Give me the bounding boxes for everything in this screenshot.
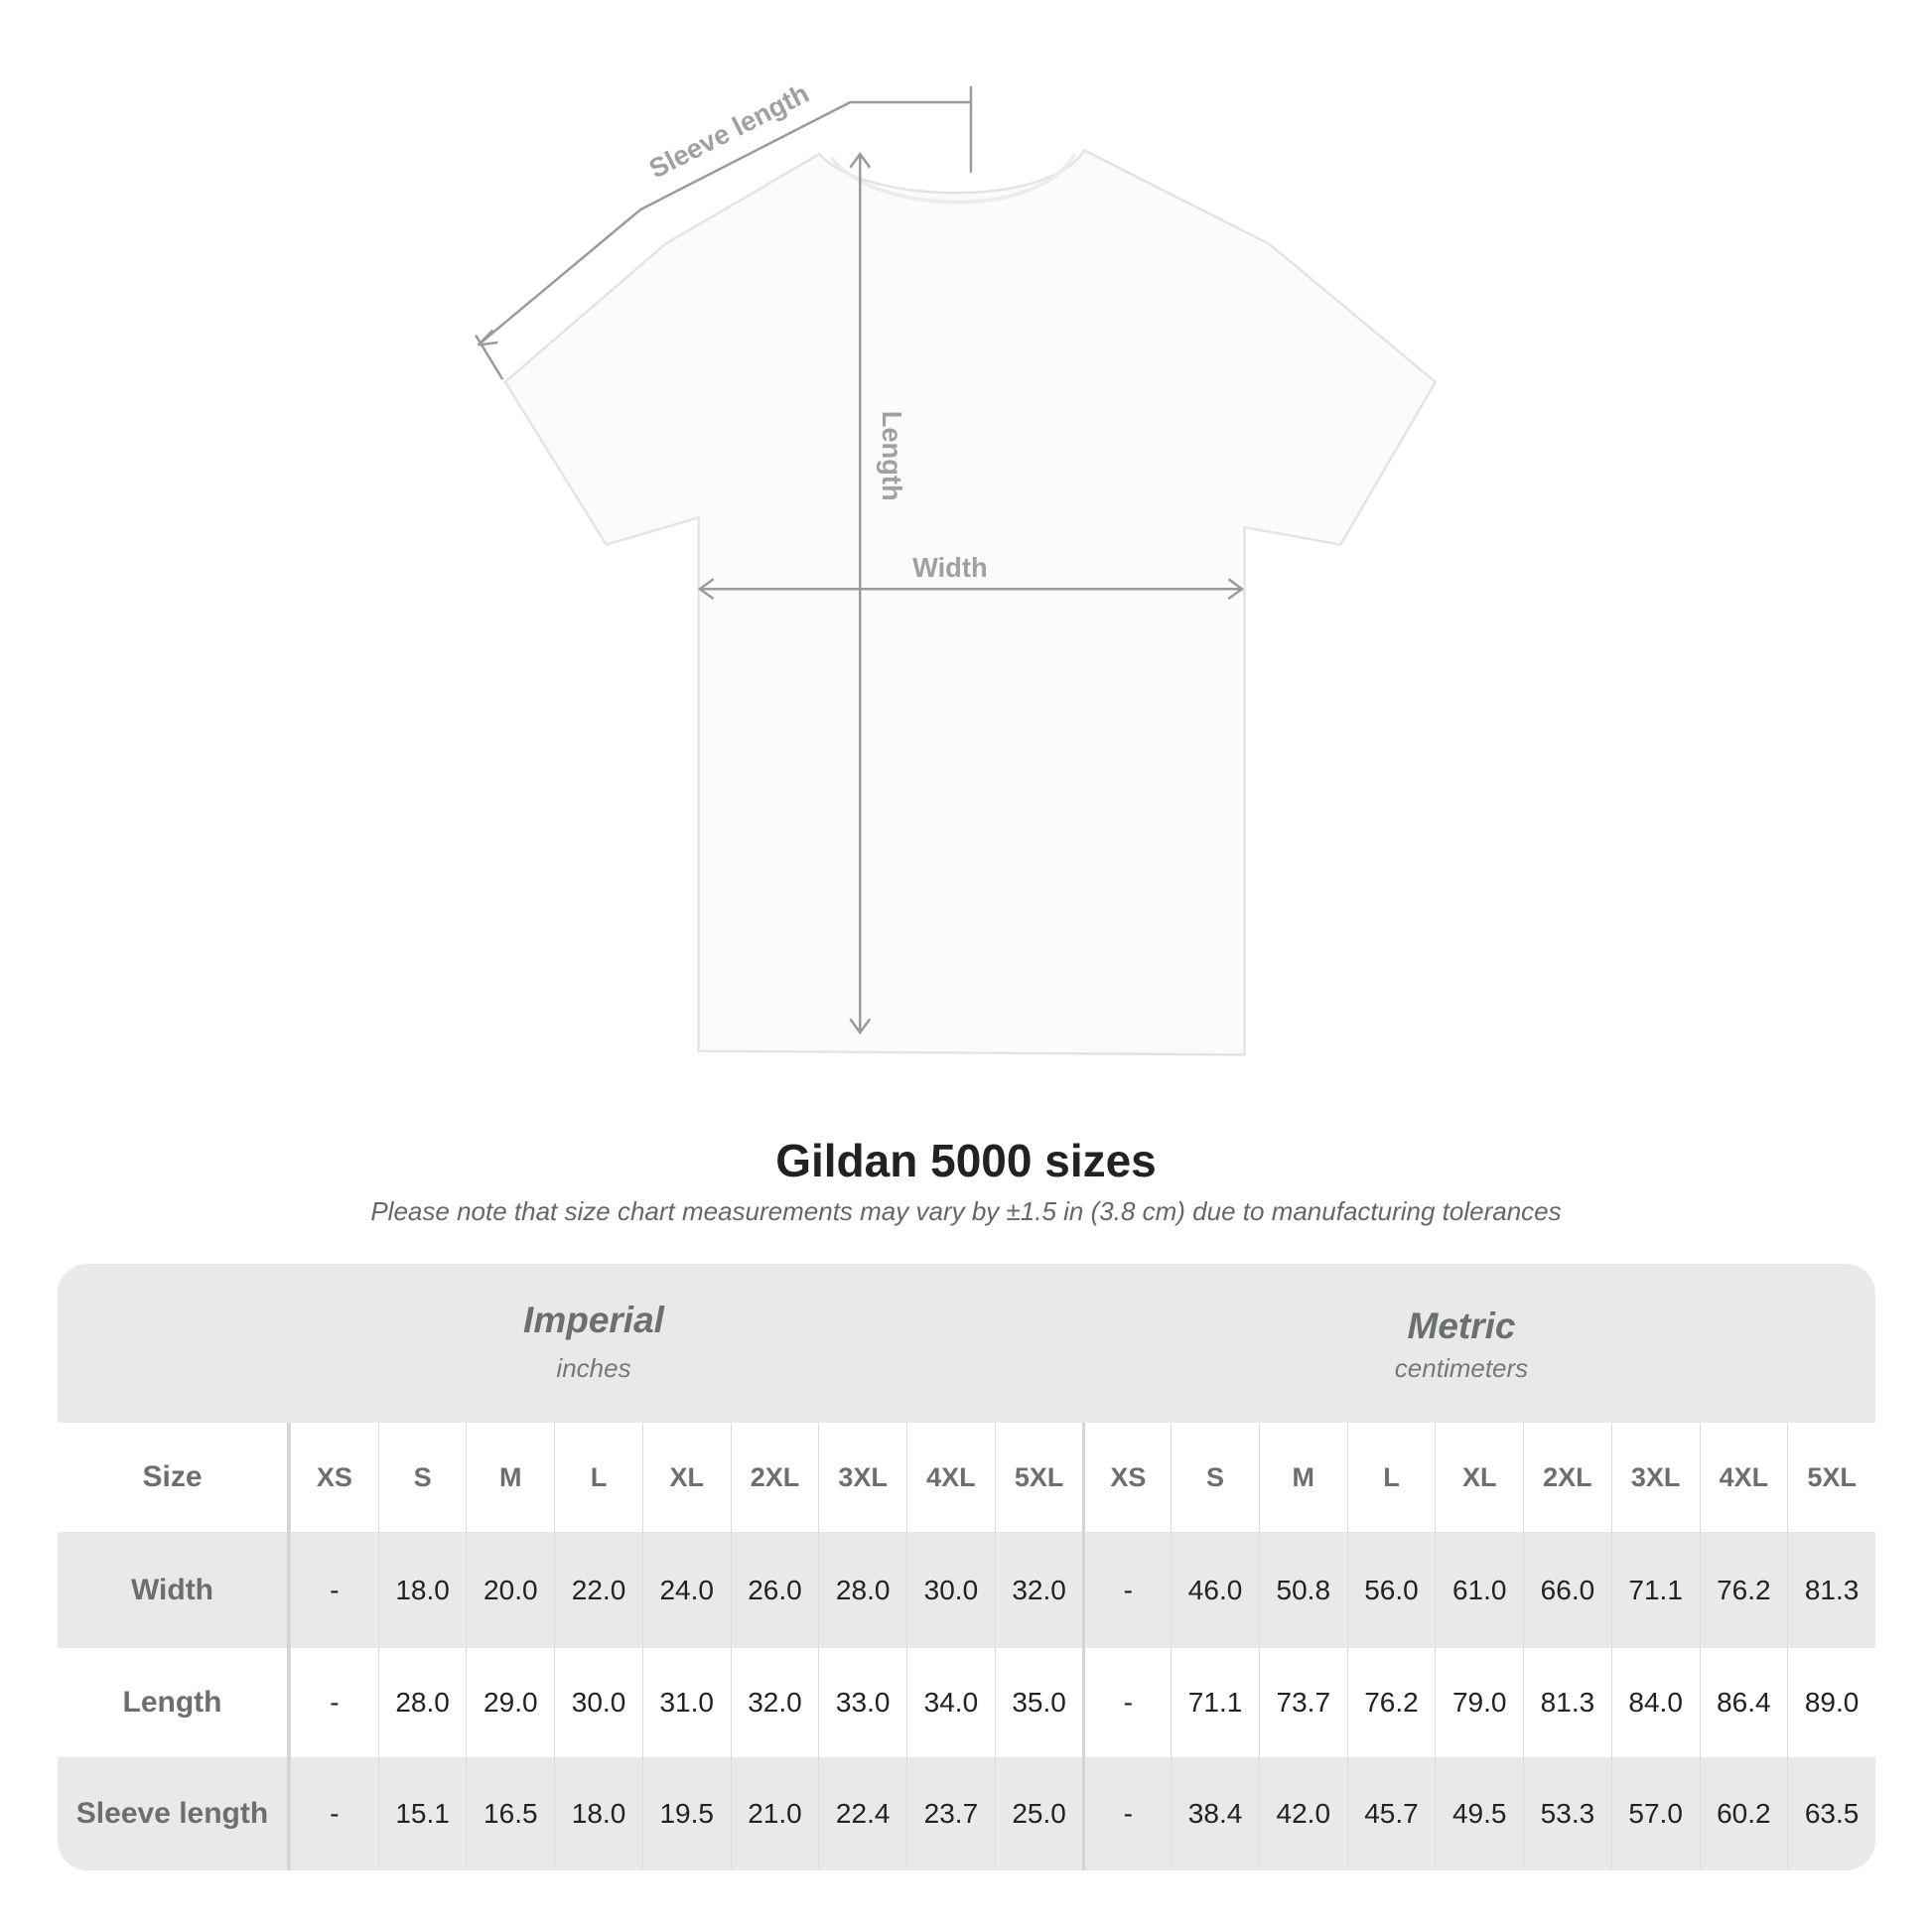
cell-metric: 50.8	[1258, 1532, 1347, 1648]
length-label: Length	[877, 411, 907, 501]
cell-metric: 71.1	[1610, 1532, 1700, 1648]
size-header-imperial: 4XL	[906, 1423, 995, 1532]
width-arrow	[697, 578, 1245, 601]
cell-metric: 71.1	[1171, 1648, 1259, 1757]
cell-metric: 76.2	[1346, 1648, 1436, 1757]
cell-metric: 57.0	[1610, 1757, 1700, 1870]
row-label: Length	[58, 1648, 290, 1757]
size-header-imperial: L	[554, 1423, 642, 1532]
cell-imperial: 33.0	[818, 1648, 906, 1757]
cell-metric: 76.2	[1699, 1532, 1788, 1648]
cell-metric: 56.0	[1346, 1532, 1436, 1648]
size-header-imperial: 2XL	[730, 1423, 819, 1532]
cell-imperial: 30.0	[906, 1532, 995, 1648]
size-header-imperial: M	[466, 1423, 554, 1532]
cell-metric: 63.5	[1787, 1757, 1875, 1870]
cell-imperial: 32.0	[730, 1648, 819, 1757]
cell-imperial: 19.5	[641, 1757, 731, 1870]
cell-imperial: 31.0	[641, 1648, 731, 1757]
cell-imperial: 21.0	[730, 1757, 819, 1870]
size-header-imperial: XL	[641, 1423, 731, 1532]
size-header-metric: L	[1346, 1423, 1436, 1532]
sleeve-length-label: Sleeve length	[644, 77, 814, 185]
tshirt-shape	[503, 148, 1438, 1056]
metric-unit: centimeters	[1394, 1353, 1529, 1383]
size-header-metric: 4XL	[1699, 1423, 1788, 1532]
chart-subtitle: Please note that size chart measurements…	[370, 1196, 1562, 1226]
width-label: Width	[912, 552, 988, 583]
cell-imperial: 20.0	[466, 1532, 554, 1648]
cell-imperial: 28.0	[377, 1648, 467, 1757]
cell-metric: 86.4	[1699, 1648, 1788, 1757]
row-label: Width	[58, 1532, 290, 1648]
size-header-metric: 2XL	[1523, 1423, 1611, 1532]
row-label: Sleeve length	[58, 1757, 290, 1870]
length-arrow	[849, 152, 872, 1035]
cell-imperial: 18.0	[377, 1532, 467, 1648]
size-table: Imperial inches Metric centimeters Size X…	[58, 1264, 1875, 1870]
cell-metric: 49.5	[1435, 1757, 1523, 1870]
metric-heading: Metric	[1407, 1306, 1516, 1346]
cell-imperial: 28.0	[818, 1532, 906, 1648]
cell-imperial: 25.0	[994, 1757, 1083, 1870]
cell-imperial: 26.0	[730, 1532, 819, 1648]
table-row: Length -28.0 29.0 30.0 31.0 32.0 33.0 34.0 35.0-…	[58, 1648, 1875, 1757]
size-header-metric: M	[1258, 1423, 1347, 1532]
cell-imperial: 34.0	[906, 1648, 995, 1757]
size-label: Size	[58, 1423, 290, 1532]
size-header-metric: XL	[1435, 1423, 1523, 1532]
imperial-heading: Imperial	[523, 1300, 664, 1340]
cell-metric: 53.3	[1523, 1757, 1611, 1870]
size-header-imperial: S	[377, 1423, 467, 1532]
cell-metric: 45.7	[1346, 1757, 1436, 1870]
neck-collar	[830, 153, 1076, 205]
cell-metric: 60.2	[1699, 1757, 1788, 1870]
cell-metric: -	[1082, 1648, 1171, 1757]
size-header-metric: S	[1171, 1423, 1259, 1532]
cell-imperial: 24.0	[641, 1532, 731, 1648]
cell-imperial: 29.0	[466, 1648, 554, 1757]
cell-metric: 81.3	[1787, 1532, 1875, 1648]
cell-metric: 42.0	[1258, 1757, 1347, 1870]
cell-imperial: 22.0	[554, 1532, 642, 1648]
size-header-imperial: XS	[290, 1423, 378, 1532]
cell-imperial: 30.0	[554, 1648, 642, 1757]
cell-metric: -	[1082, 1532, 1171, 1648]
cell-metric: 79.0	[1435, 1648, 1523, 1757]
cell-metric: 46.0	[1171, 1532, 1259, 1648]
imperial-unit: inches	[556, 1353, 631, 1383]
size-header-imperial: 3XL	[818, 1423, 906, 1532]
cell-metric: -	[1082, 1757, 1171, 1870]
cell-metric: 89.0	[1787, 1648, 1875, 1757]
cell-imperial: 16.5	[466, 1757, 554, 1870]
cell-metric: 73.7	[1258, 1648, 1347, 1757]
size-header-row: Size XS S M L XL 2XL 3XL 4XL 5XL XS S M L XL 2XL 3XL 4XL 5…	[58, 1423, 1875, 1532]
cell-metric: 38.4	[1171, 1757, 1259, 1870]
cell-metric: 84.0	[1610, 1648, 1700, 1757]
chart-title: Gildan 5000 sizes	[775, 1135, 1157, 1186]
cell-imperial: 32.0	[994, 1532, 1083, 1648]
cell-imperial: -	[290, 1757, 378, 1870]
size-header-imperial: 5XL	[994, 1423, 1083, 1532]
cell-imperial: 22.4	[818, 1757, 906, 1870]
table-row: Sleeve length -15.1 16.5 18.0 19.5 21.0 22.4 23…	[58, 1757, 1875, 1870]
cell-metric: 61.0	[1435, 1532, 1523, 1648]
cell-imperial: 15.1	[377, 1757, 467, 1870]
cell-imperial: 18.0	[554, 1757, 642, 1870]
cell-imperial: -	[290, 1532, 378, 1648]
cell-imperial: -	[290, 1648, 378, 1757]
cell-metric: 81.3	[1523, 1648, 1611, 1757]
size-header-metric: 3XL	[1610, 1423, 1700, 1532]
cell-metric: 66.0	[1523, 1532, 1611, 1648]
table-row: Width -18.0 20.0 22.0 24.0 26.0 28.0 30.0 32.0-4…	[58, 1532, 1875, 1648]
cell-imperial: 35.0	[994, 1648, 1083, 1757]
size-header-metric: XS	[1082, 1423, 1171, 1532]
cell-imperial: 23.7	[906, 1757, 995, 1870]
size-header-metric: 5XL	[1787, 1423, 1875, 1532]
sleeve-length-arrow	[474, 85, 973, 380]
